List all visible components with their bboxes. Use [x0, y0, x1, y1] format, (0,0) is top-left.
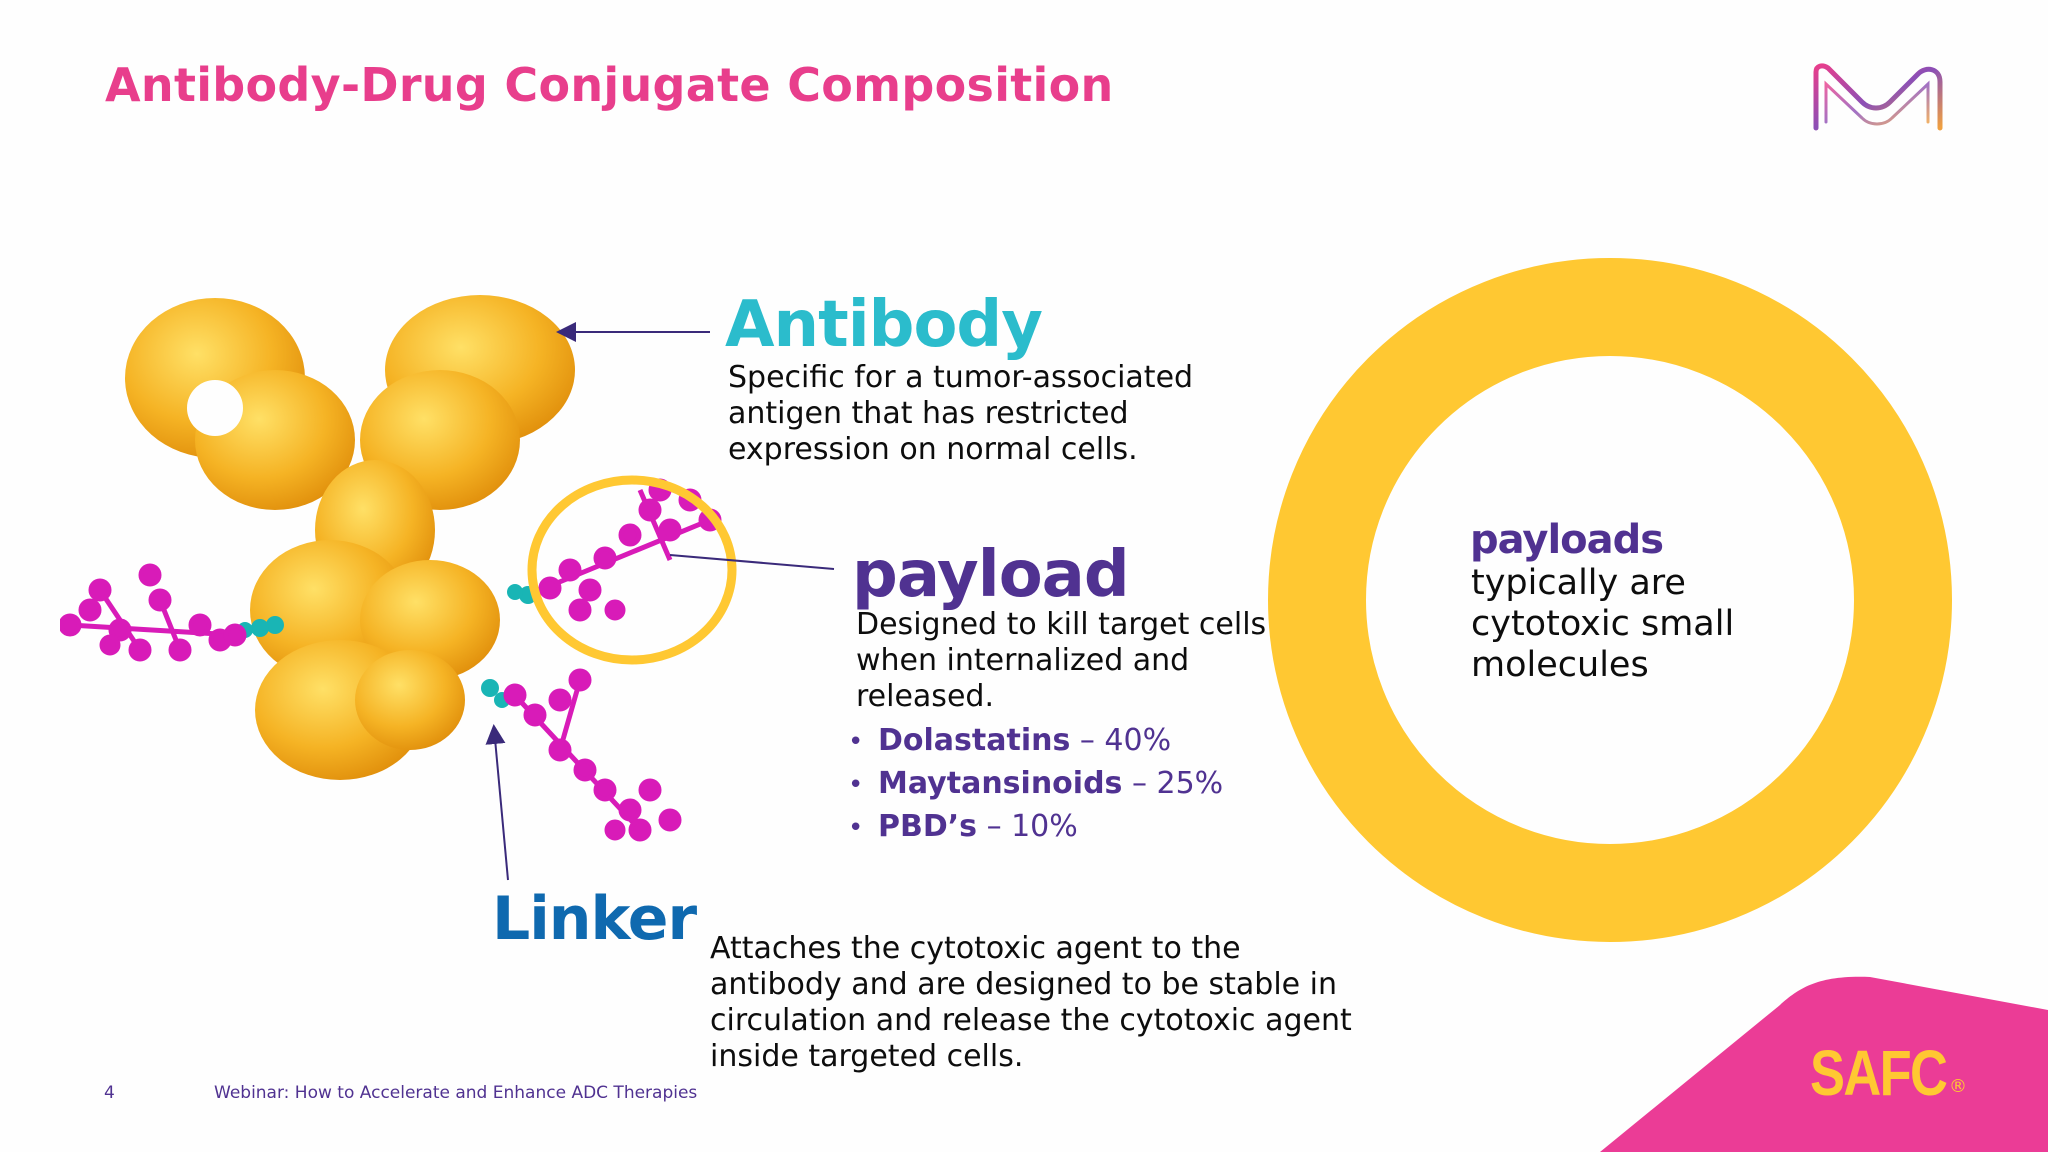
antibody-molecule-illustration	[60, 295, 737, 842]
payload-name: Dolastatins	[878, 723, 1071, 758]
merck-m-logo-icon	[1813, 63, 1943, 131]
callout-heading: payloads	[1470, 517, 1664, 563]
bullet-icon: •	[848, 770, 864, 800]
payload-name: PBD’s	[878, 809, 978, 844]
payload-name: Maytansinoids	[878, 766, 1123, 801]
list-item: • PBD’s – 10%	[848, 806, 1368, 849]
safc-logo: SAFC	[1810, 1037, 1948, 1109]
antibody-heading: Antibody	[725, 288, 1043, 362]
registered-mark: ®	[1949, 1076, 1967, 1097]
linker-description: Attaches the cytotoxic agent to the anti…	[710, 931, 1352, 1074]
bullet-icon: •	[848, 727, 864, 757]
corner-brand-shape	[1600, 976, 2048, 1152]
list-item: • Maytansinoids – 25%	[848, 763, 1368, 806]
callout-ring	[1268, 258, 1952, 942]
payload-list: • Dolastatins – 40% • Maytansinoids – 25% …	[848, 720, 1368, 849]
callout-text: typically are cytotoxic small molecules	[1471, 563, 1735, 685]
footer-text: Webinar: How to Accelerate and Enhance A…	[214, 1083, 698, 1103]
payload-heading: payload	[852, 538, 1130, 612]
payload-percent: – 25%	[1131, 766, 1224, 801]
page-number: 4	[104, 1083, 115, 1103]
payload-description: Designed to kill target cells when inter…	[856, 607, 1267, 714]
payload-percent: – 40%	[1079, 723, 1172, 758]
antibody-description: Specific for a tumor-associated antigen …	[728, 360, 1194, 467]
payload-percent: – 10%	[986, 809, 1078, 844]
bullet-icon: •	[848, 813, 864, 843]
page-title: Antibody-Drug Conjugate Composition	[105, 58, 1114, 112]
linker-heading: Linker	[492, 884, 697, 954]
list-item: • Dolastatins – 40%	[848, 720, 1368, 763]
